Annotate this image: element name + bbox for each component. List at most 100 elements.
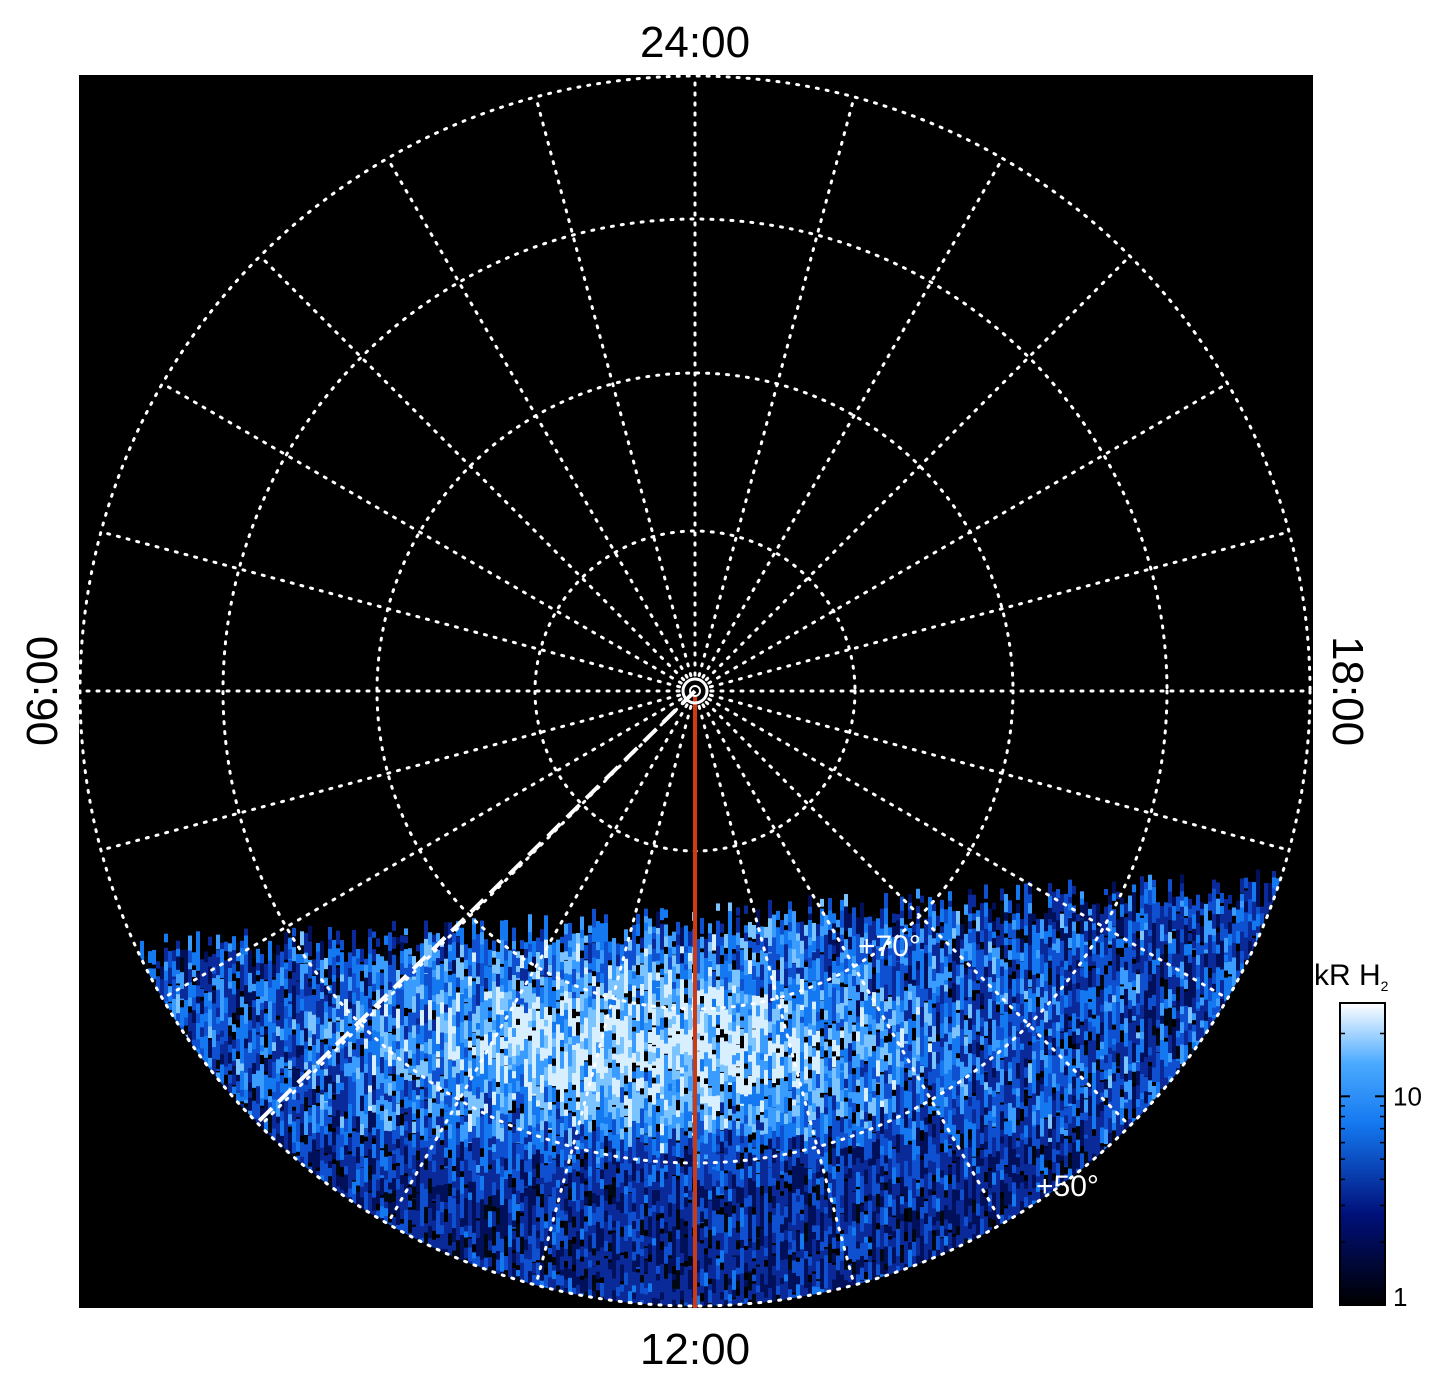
emission-cell	[236, 1027, 240, 1043]
emission-cell	[360, 1197, 364, 1217]
emission-cell	[472, 1138, 476, 1163]
emission-cell	[564, 1130, 568, 1156]
emission-cell	[684, 1249, 688, 1259]
emission-cell	[624, 1049, 628, 1071]
emission-cell	[196, 985, 200, 997]
emission-cell	[472, 1109, 476, 1131]
emission-cell	[424, 1206, 428, 1222]
emission-cell	[316, 1106, 320, 1136]
emission-cell	[228, 1017, 232, 1029]
emission-cell	[188, 1012, 192, 1038]
emission-cell	[552, 1065, 556, 1079]
emission-cell	[576, 1211, 580, 1234]
emission-cell	[544, 1221, 548, 1235]
emission-cell	[596, 921, 600, 937]
emission-cell	[380, 996, 384, 1023]
emission-cell	[600, 1263, 604, 1275]
emission-cell	[320, 983, 324, 1016]
emission-cell	[448, 1107, 452, 1133]
emission-cell	[532, 1020, 536, 1028]
emission-cell	[392, 1144, 396, 1151]
emission-cell	[480, 1165, 484, 1176]
emission-cell	[516, 991, 520, 1005]
emission-cell	[500, 1037, 504, 1050]
emission-cell	[192, 969, 196, 977]
emission-cell	[544, 1007, 548, 1027]
emission-cell	[480, 1236, 484, 1260]
emission-cell	[660, 1292, 664, 1300]
emission-cell	[440, 1144, 444, 1159]
emission-cell	[424, 1087, 428, 1097]
emission-cell	[628, 1146, 632, 1164]
emission-cell	[612, 1290, 616, 1306]
emission-cell	[660, 1078, 664, 1113]
emission-cell	[724, 1141, 728, 1148]
emission-cell	[344, 1046, 348, 1059]
emission-cell	[136, 1309, 140, 1327]
emission-cell	[576, 1259, 580, 1279]
emission-cell	[580, 916, 584, 942]
emission-cell	[756, 1005, 760, 1017]
emission-cell	[388, 1145, 392, 1152]
emission-cell	[496, 1165, 500, 1176]
emission-cell	[616, 1278, 620, 1292]
emission-cell	[188, 950, 192, 970]
emission-cell	[680, 1128, 684, 1143]
emission-cell	[652, 1164, 656, 1192]
emission-cell	[220, 996, 224, 1022]
emission-cell	[416, 969, 420, 982]
emission-cell	[716, 903, 720, 911]
emission-cell	[256, 962, 260, 971]
emission-cell	[720, 979, 724, 986]
emission-cell	[744, 1232, 748, 1247]
emission-cell	[348, 1112, 352, 1131]
emission-cell	[416, 993, 420, 1007]
emission-cell	[548, 944, 552, 964]
emission-cell	[700, 1268, 704, 1287]
emission-cell	[244, 1003, 248, 1027]
emission-cell	[656, 980, 660, 988]
emission-cell	[680, 1112, 684, 1126]
emission-cell	[732, 935, 736, 950]
emission-cell	[292, 947, 296, 966]
emission-cell	[400, 1135, 404, 1162]
emission-cell	[488, 958, 492, 966]
emission-cell	[576, 1146, 580, 1154]
emission-cell	[760, 1307, 764, 1340]
emission-cell	[768, 1021, 772, 1033]
emission-cell	[744, 905, 748, 914]
emission-cell	[260, 963, 264, 991]
emission-cell	[584, 1291, 588, 1300]
emission-cell	[648, 1283, 652, 1299]
emission-cell	[616, 1173, 620, 1191]
emission-cell	[468, 1216, 472, 1226]
emission-cell	[588, 996, 592, 1012]
emission-cell	[312, 1117, 316, 1144]
emission-cell	[520, 1236, 524, 1261]
emission-cell	[556, 1108, 560, 1125]
emission-cell	[392, 921, 396, 931]
emission-cell	[756, 1161, 760, 1174]
emission-cell	[732, 1289, 736, 1298]
emission-cell	[632, 1129, 636, 1164]
emission-cell	[596, 1091, 600, 1102]
emission-cell	[108, 1307, 112, 1333]
emission-cell	[340, 1060, 344, 1074]
emission-cell	[588, 1148, 592, 1176]
emission-cell	[232, 1074, 236, 1085]
emission-cell	[372, 1185, 376, 1198]
emission-cell	[624, 1065, 628, 1076]
emission-cell	[736, 1111, 740, 1119]
emission-cell	[640, 1094, 644, 1120]
emission-cell	[504, 1148, 508, 1162]
emission-cell	[672, 1254, 676, 1265]
emission-cell	[224, 997, 228, 1028]
emission-cell	[400, 979, 404, 1000]
emission-cell	[608, 1184, 612, 1196]
emission-cell	[392, 988, 396, 1015]
emission-cell	[464, 1237, 468, 1254]
emission-cell	[560, 1000, 564, 1032]
emission-cell	[744, 1179, 748, 1200]
emission-cell	[336, 1093, 340, 1121]
emission-cell	[392, 1130, 396, 1158]
